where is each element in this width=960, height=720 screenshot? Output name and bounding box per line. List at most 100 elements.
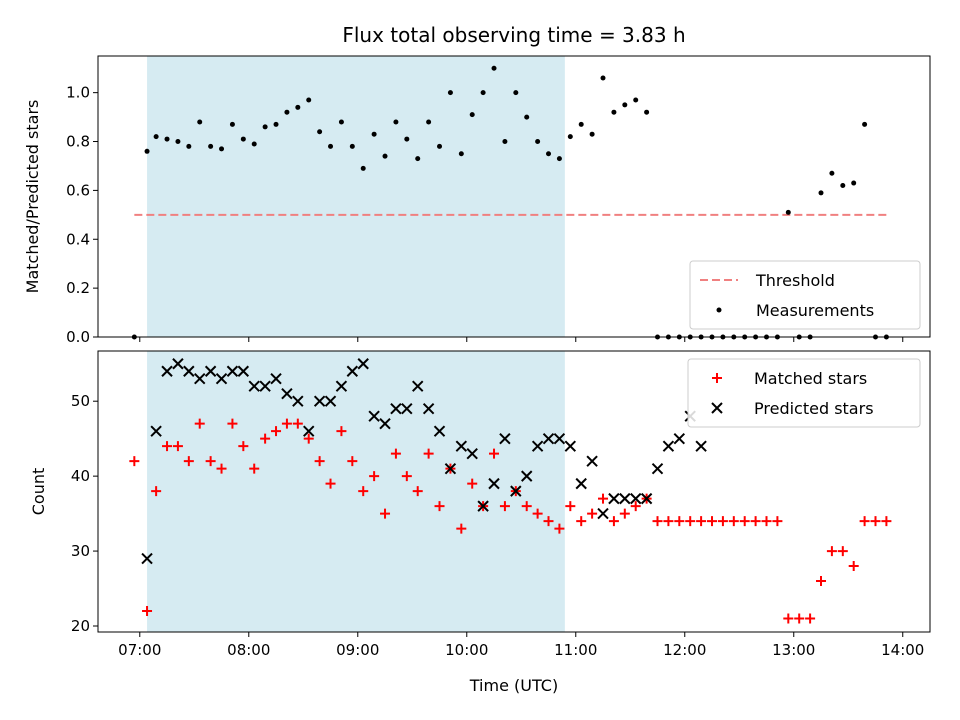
matched-stars-point: [870, 516, 881, 527]
measurement-point: [513, 90, 519, 96]
measurement-point: [502, 139, 508, 145]
predicted-stars-point: [141, 552, 153, 565]
predicted-stars-point: [226, 365, 239, 377]
predicted-stars-point: [673, 432, 686, 445]
matched-stars-point: [859, 516, 870, 527]
legend-label: Matched stars: [754, 369, 867, 388]
matched-stars-point: [423, 448, 434, 459]
measurement-point: [175, 139, 181, 145]
measurement-point: [284, 109, 290, 115]
measurement-point: [251, 141, 257, 147]
matched-stars-point: [325, 478, 336, 489]
x-tick-label: 07:00: [118, 641, 161, 659]
measurement-point: [622, 102, 628, 108]
bottom-axes-frame: [97, 350, 931, 633]
matched-stars-point: [271, 426, 282, 437]
matched-stars-point: [848, 561, 859, 572]
matched-stars-point: [794, 613, 805, 624]
matched-stars-point: [608, 516, 619, 527]
matched-stars-point: [772, 516, 783, 527]
measurement-point: [382, 153, 388, 159]
predicted-stars-point: [215, 373, 228, 385]
top-legend: Threshold Measurements: [689, 260, 921, 330]
measurement-point: [818, 190, 824, 196]
predicted-stars-point: [401, 402, 413, 415]
matched-stars-point: [129, 456, 140, 467]
bottom-y-tick-label: 40: [71, 467, 90, 485]
plot-marks: 0.0 0.2 0.4 0.6 0.8 1.0 Threshold Measurements 2…: [66, 55, 931, 659]
matched-stars-point: [576, 516, 587, 527]
top-series-dot: [131, 65, 889, 340]
predicted-stars-point: [368, 410, 380, 422]
predicted-stars-point: [335, 380, 348, 392]
predicted-stars-point: [204, 365, 217, 377]
x-tick-label: 14:00: [881, 641, 924, 659]
predicted-stars-point: [586, 455, 598, 467]
measurement-point: [644, 109, 650, 115]
predicted-stars-point: [488, 477, 500, 490]
matched-stars-point: [142, 606, 153, 617]
measurement-point: [306, 97, 312, 103]
matched-stars-point: [390, 448, 401, 459]
legend-box: [689, 260, 921, 330]
measurement-point: [840, 183, 846, 189]
predicted-stars-point: [433, 425, 446, 437]
matched-stars-point: [881, 516, 892, 527]
predicted-stars-point: [172, 358, 184, 370]
measurement-point: [164, 136, 170, 142]
matched-stars-point: [489, 448, 500, 459]
matched-stars-point: [750, 516, 761, 527]
predicted-stars-point: [292, 395, 304, 407]
bottom-y-tick-label: 30: [71, 542, 90, 560]
matched-stars-point: [696, 516, 707, 527]
predicted-stars-point: [521, 470, 533, 482]
predicted-stars-point: [455, 440, 468, 452]
matched-stars-point: [674, 516, 685, 527]
measurement-point: [144, 148, 150, 154]
x-tick-label: 12:00: [663, 641, 706, 659]
measurement-point: [295, 104, 301, 110]
matched-stars-point: [826, 546, 837, 557]
predicted-stars-point: [477, 500, 489, 512]
measurement-point: [600, 75, 606, 81]
measurement-point: [328, 143, 334, 149]
legend-predicted-symbol: [711, 402, 723, 414]
x-tick-label: 13:00: [772, 641, 815, 659]
measurement-point: [208, 143, 214, 149]
matched-stars-point: [205, 456, 216, 467]
matched-stars-point: [565, 501, 576, 512]
legend-label: Threshold: [755, 271, 835, 290]
matched-stars-point: [456, 523, 467, 534]
predicted-stars-point: [608, 492, 620, 505]
predicted-stars-point: [357, 358, 369, 370]
bottom-y-tick-label: 20: [71, 617, 90, 635]
measurement-point: [262, 124, 268, 130]
predicted-stars-point: [161, 365, 173, 377]
measurement-point: [229, 121, 235, 127]
matched-stars-point: [739, 516, 750, 527]
measurement-point: [153, 134, 159, 140]
measurement-point: [567, 134, 573, 140]
matched-stars-point: [663, 516, 674, 527]
matched-stars-point: [260, 433, 271, 444]
top-y-tick-label: 1.0: [66, 84, 90, 102]
matched-stars-point: [249, 463, 260, 474]
matched-stars-point: [521, 501, 532, 512]
predicted-stars-point: [575, 477, 587, 490]
predicted-stars-point: [695, 440, 707, 452]
matched-stars-point: [467, 478, 478, 489]
top-shaded-span: [147, 56, 565, 337]
predicted-stars-point: [499, 432, 511, 445]
measurement-point: [469, 112, 475, 118]
top-y-tick-label: 0.0: [66, 328, 90, 346]
predicted-stars-point: [379, 417, 391, 430]
top-y-tick-label: 0.8: [66, 133, 90, 151]
measurement-point: [578, 121, 584, 127]
matched-stars-point: [728, 516, 739, 527]
measurement-point: [404, 136, 410, 142]
matched-stars-point: [598, 493, 609, 504]
measurement-point: [186, 143, 192, 149]
top-y-tick-label: 0.4: [66, 230, 90, 248]
matched-stars-point: [172, 441, 183, 452]
matched-stars-point: [707, 516, 718, 527]
